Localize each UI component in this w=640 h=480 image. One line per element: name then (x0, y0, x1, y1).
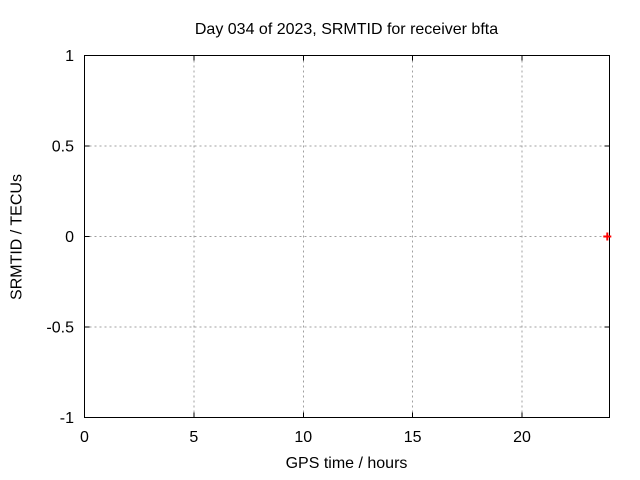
y-tick-label: 0.5 (52, 139, 74, 156)
x-tick-label: 15 (404, 429, 422, 446)
chart-title: Day 034 of 2023, SRMTID for receiver bft… (194, 21, 499, 38)
x-axis-label: GPS time / hours (285, 455, 408, 472)
y-tick-label: 0 (65, 229, 74, 246)
y-tick-label: 1 (65, 48, 74, 65)
data-point-marker (603, 232, 612, 241)
x-tick-label: 5 (189, 429, 198, 446)
y-tick-label: -0.5 (46, 320, 74, 337)
x-tick-label: 0 (80, 429, 89, 446)
x-tick-label: 10 (294, 429, 312, 446)
x-tick-label: 20 (513, 429, 531, 446)
y-tick-label: -1 (60, 410, 74, 427)
